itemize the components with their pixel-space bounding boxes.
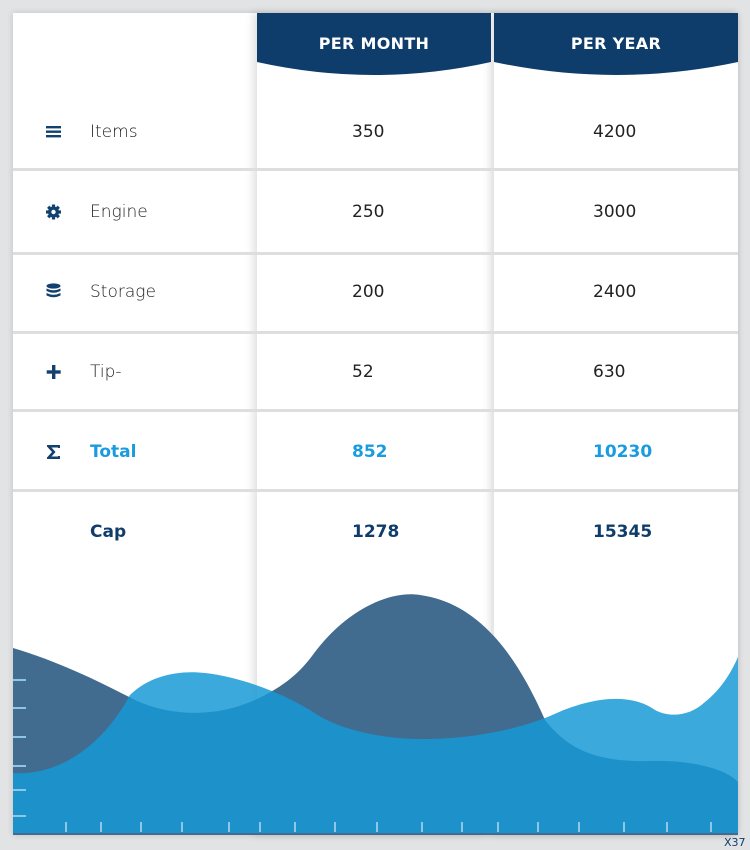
table-row-engine: Engine 250 3000 — [13, 192, 738, 232]
corner-label: X37 — [724, 836, 746, 849]
sigma-icon — [45, 442, 63, 460]
row-divider — [13, 252, 738, 255]
row-divider — [13, 168, 738, 171]
database-icon — [45, 282, 63, 300]
total-label: Total — [90, 442, 137, 462]
per-year-value: 2400 — [593, 282, 637, 302]
total-per-month: 852 — [352, 442, 388, 462]
plus-icon — [45, 362, 63, 380]
per-year-header-label: PER YEAR — [570, 34, 662, 53]
table-row-tip: Tip- 52 630 — [13, 352, 738, 392]
cap-per-year: 15345 — [593, 522, 653, 542]
per-month-value: 350 — [352, 122, 385, 142]
table-row-items: Items 350 4200 — [13, 112, 738, 152]
cap-per-month: 1278 — [352, 522, 400, 542]
cap-label: Cap — [90, 522, 127, 542]
per-year-header: PER YEAR — [494, 13, 738, 79]
row-divider — [13, 331, 738, 334]
total-per-year: 10230 — [593, 442, 653, 462]
per-month-header-label: PER MONTH — [318, 34, 430, 53]
row-divider — [13, 489, 738, 492]
per-year-value: 4200 — [593, 122, 637, 142]
per-month-value: 200 — [352, 282, 385, 302]
row-label: Storage — [90, 282, 156, 302]
row-label: Items — [90, 122, 138, 142]
gear-icon — [45, 202, 63, 220]
table-row-cap: Cap 1278 15345 — [13, 512, 738, 552]
per-month-value: 250 — [352, 202, 385, 222]
light-wave — [13, 657, 738, 835]
per-year-value: 630 — [593, 362, 626, 382]
row-label: Engine — [90, 202, 148, 222]
row-divider — [13, 409, 738, 412]
row-label: Tip- — [90, 362, 122, 382]
per-month-header: PER MONTH — [257, 13, 491, 79]
table-row-total: Total 852 10230 — [13, 432, 738, 472]
per-month-value: 52 — [352, 362, 374, 382]
table-row-storage: Storage 200 2400 — [13, 272, 738, 312]
per-year-value: 3000 — [593, 202, 637, 222]
list-icon — [45, 122, 63, 140]
